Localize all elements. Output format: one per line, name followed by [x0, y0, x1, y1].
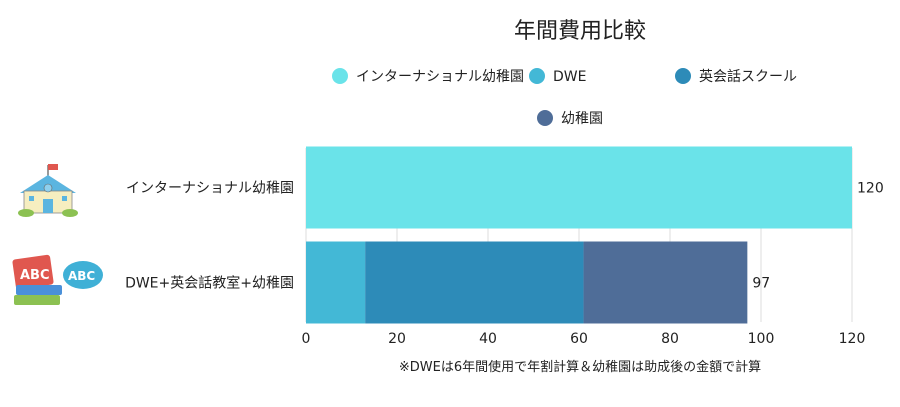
x-tick-label: 0	[302, 331, 311, 347]
legend-item[interactable]: 英会話スクール	[675, 68, 797, 85]
legend-swatch	[332, 68, 348, 84]
school-building-icon	[18, 164, 78, 217]
legend-swatch	[529, 68, 545, 84]
x-axis-ticks: 0 20 40 60 80 100 120	[302, 331, 866, 347]
abc-books-speech-icon: ABC ABC	[12, 254, 103, 305]
chart-note: ※DWEは6年間使用で年割計算＆幼稚園は助成後の金額で計算	[399, 359, 761, 375]
bar-total-label: 97	[752, 276, 770, 292]
legend-label: インターナショナル幼稚園	[356, 69, 524, 85]
svg-text:ABC: ABC	[68, 269, 95, 283]
legend-item[interactable]: 幼稚園	[537, 110, 603, 127]
x-tick-label: 40	[479, 331, 497, 347]
category-labels: インターナショナル幼稚園 DWE+英会話教室+幼稚園	[125, 181, 294, 292]
x-tick-label: 120	[839, 331, 866, 347]
svg-text:ABC: ABC	[20, 268, 50, 283]
bar-segment	[306, 241, 366, 324]
bars: 120 97	[306, 146, 884, 324]
bar-segment	[306, 146, 852, 229]
category-label: DWE+英会話教室+幼稚園	[125, 275, 294, 292]
x-tick-label: 60	[570, 331, 588, 347]
legend-label: 幼稚園	[561, 111, 603, 127]
legend-swatch	[537, 110, 553, 126]
bar-total-label: 120	[857, 181, 884, 197]
legend-item[interactable]: DWE	[529, 68, 586, 85]
x-tick-label: 20	[388, 331, 406, 347]
bar-segment	[365, 241, 584, 324]
x-tick-label: 80	[661, 331, 679, 347]
chart-title: 年間費用比較	[514, 19, 646, 44]
legend-item[interactable]: インターナショナル幼稚園	[332, 68, 524, 85]
legend-label: DWE	[553, 69, 586, 85]
legend-swatch	[675, 68, 691, 84]
category-label: インターナショナル幼稚園	[126, 181, 294, 197]
legend-label: 英会話スクール	[699, 68, 797, 85]
bar-segment	[583, 241, 748, 324]
x-tick-label: 100	[748, 331, 775, 347]
